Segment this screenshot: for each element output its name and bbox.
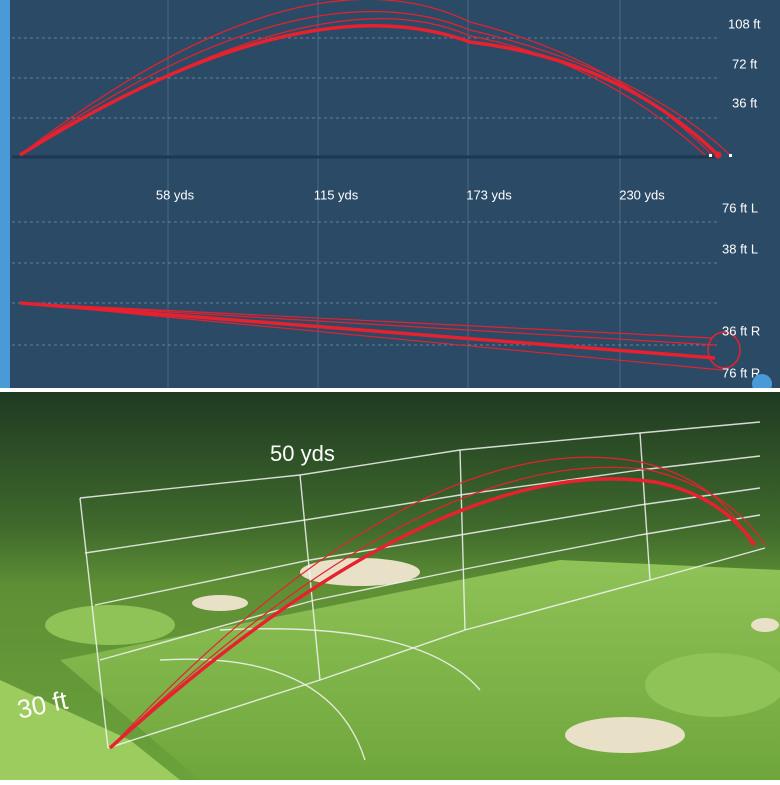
landing <box>714 151 722 159</box>
tee-area <box>0 680 180 780</box>
bunker <box>751 618 779 632</box>
bunker <box>565 717 685 753</box>
trajectory <box>19 10 731 156</box>
trajectory <box>108 477 757 750</box>
lateral-label: 36 ft R <box>722 323 760 338</box>
grid-3d <box>159 658 366 761</box>
trajectory <box>109 466 766 749</box>
grid-3d <box>219 628 481 691</box>
dispersion <box>707 331 741 369</box>
trajectory <box>19 24 720 157</box>
trajectory <box>19 302 713 339</box>
trajectory <box>19 302 723 371</box>
lateral-label: 76 ft R <box>722 365 760 380</box>
green <box>645 653 780 717</box>
grid-3d <box>459 449 466 631</box>
tracer-panel <box>0 0 780 388</box>
lateral-label: 38 ft L <box>722 241 758 256</box>
distance-label: 173 yds <box>466 187 512 202</box>
distance-label: 50 yds <box>270 441 335 466</box>
lateral-label: 76 ft L <box>722 200 758 215</box>
distance-label: 230 yds <box>619 187 665 202</box>
landing <box>709 154 712 157</box>
grid-3d <box>639 432 651 581</box>
distance-label: 115 yds <box>314 187 359 202</box>
distance-label: 58 yds <box>156 187 195 202</box>
top-view: 76 ft L 38 ft L 36 ft R 76 ft R <box>12 200 772 394</box>
scene-view: 50 yds 30 ft <box>0 392 780 780</box>
trajectory <box>19 301 716 360</box>
landing <box>729 154 732 157</box>
height-label: 36 ft <box>732 95 758 110</box>
grid-3d <box>299 474 321 681</box>
grid-3d <box>79 497 109 749</box>
grid-3d <box>84 455 761 554</box>
grid-3d <box>94 487 761 606</box>
trajectory <box>19 302 717 346</box>
green <box>45 605 175 645</box>
height-label: 108 ft <box>728 16 761 31</box>
side-strip <box>0 0 10 388</box>
height-label: 72 ft <box>732 56 758 71</box>
bunker <box>192 595 248 611</box>
side-view: 108 ft 72 ft 36 ft 58 yds 115 yds 173 yd… <box>12 0 761 388</box>
